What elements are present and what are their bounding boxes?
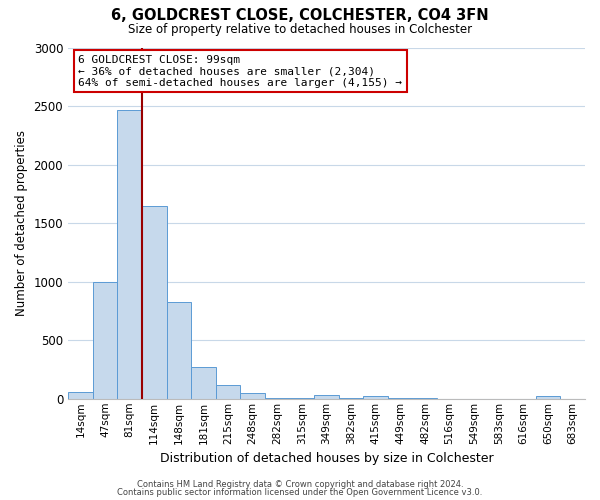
Bar	[117, 110, 142, 399]
Bar	[216, 384, 241, 399]
Bar	[290, 398, 314, 399]
Bar	[339, 398, 364, 399]
Bar	[388, 398, 413, 399]
Bar	[68, 392, 92, 399]
Bar	[536, 396, 560, 399]
Bar	[92, 282, 117, 399]
Text: Contains HM Land Registry data © Crown copyright and database right 2024.: Contains HM Land Registry data © Crown c…	[137, 480, 463, 489]
Bar	[191, 367, 216, 399]
Text: 6, GOLDCREST CLOSE, COLCHESTER, CO4 3FN: 6, GOLDCREST CLOSE, COLCHESTER, CO4 3FN	[111, 8, 489, 22]
X-axis label: Distribution of detached houses by size in Colchester: Distribution of detached houses by size …	[160, 452, 493, 465]
Bar	[364, 396, 388, 399]
Bar	[265, 398, 290, 399]
Text: Size of property relative to detached houses in Colchester: Size of property relative to detached ho…	[128, 22, 472, 36]
Bar	[167, 302, 191, 399]
Bar	[413, 398, 437, 399]
Bar	[241, 393, 265, 399]
Text: Contains public sector information licensed under the Open Government Licence v3: Contains public sector information licen…	[118, 488, 482, 497]
Bar	[314, 396, 339, 399]
Text: 6 GOLDCREST CLOSE: 99sqm
← 36% of detached houses are smaller (2,304)
64% of sem: 6 GOLDCREST CLOSE: 99sqm ← 36% of detach…	[79, 54, 403, 88]
Bar	[142, 206, 167, 399]
Y-axis label: Number of detached properties: Number of detached properties	[15, 130, 28, 316]
